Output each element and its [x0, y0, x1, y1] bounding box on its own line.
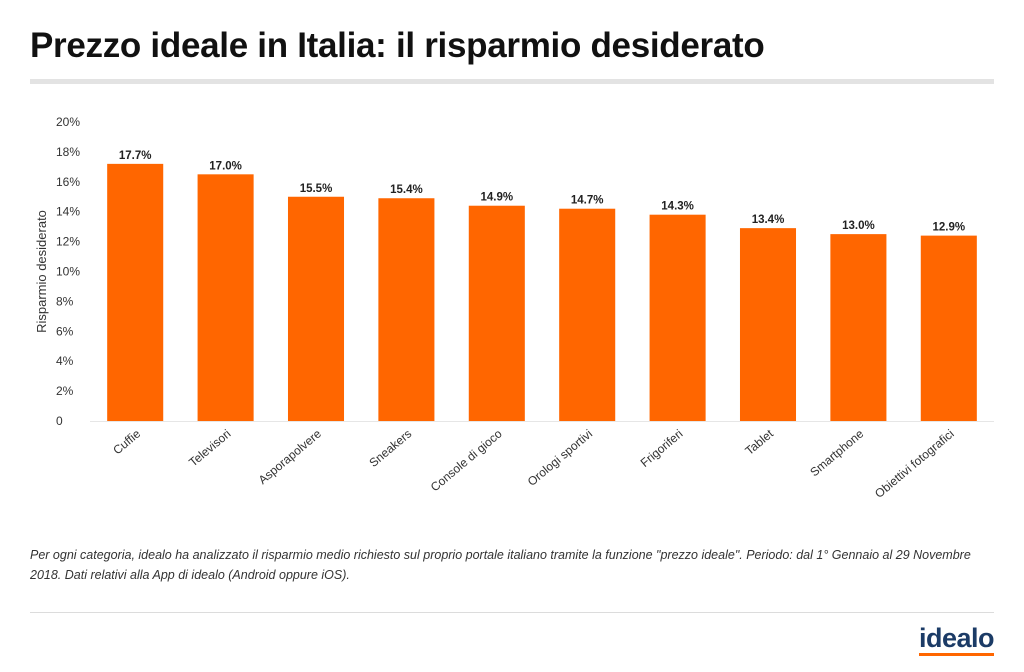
bar-chart: 0 2% 4% 6% 8% 10% 12% 14% 16% 18% 20% Risparmio des…	[34, 115, 994, 501]
x-tick-label: Console di gioco	[428, 426, 505, 494]
logo-underline	[918, 653, 994, 656]
bar	[649, 214, 706, 421]
x-tick-label: Sneakers	[366, 427, 414, 470]
x-tick-label: Televisori	[186, 427, 233, 470]
y-tick-label: 0	[56, 414, 63, 428]
data-label: 17.7%	[119, 150, 152, 162]
bar	[107, 163, 164, 422]
y-tick-label: 6%	[56, 324, 74, 338]
y-tick-label: 8%	[56, 294, 74, 308]
bar	[559, 208, 616, 421]
y-tick-label: 20%	[56, 115, 80, 129]
data-label: 13.0%	[842, 220, 875, 232]
data-label: 14.3%	[661, 201, 694, 213]
data-label: 13.4%	[752, 214, 785, 226]
data-label: 15.4%	[390, 184, 423, 196]
y-tick-label: 4%	[56, 354, 74, 368]
bar	[739, 228, 797, 421]
y-tick-label: 2%	[56, 384, 74, 398]
x-tick-label: Cuffie	[110, 426, 143, 457]
x-tick-label: Smartphone	[807, 426, 866, 479]
y-tick-label: 14%	[56, 205, 80, 219]
x-tick-label: Asporapolvere	[256, 426, 325, 487]
chart-title: Prezzo ideale in Italia: il risparmio de…	[30, 26, 765, 65]
y-tick-label: 16%	[56, 175, 80, 189]
bar	[468, 205, 525, 421]
x-tick-label: Frigoriferi	[638, 427, 686, 470]
data-label: 14.9%	[480, 192, 513, 204]
data-label: 15.5%	[300, 183, 333, 195]
x-tick-label: Obiettivi fotografici	[872, 427, 957, 501]
data-label: 12.9%	[932, 222, 965, 234]
y-axis-label: Risparmio desiderato	[34, 210, 49, 333]
bar	[287, 196, 345, 421]
bar	[920, 235, 977, 421]
y-tick-label: 10%	[56, 265, 80, 279]
data-label: 17.0%	[209, 160, 242, 172]
y-tick-label: 12%	[56, 235, 80, 249]
bar	[197, 174, 254, 421]
idealo-logo: idealo	[918, 623, 995, 656]
footnote: Per ogni categoria, idealo ha analizzato…	[30, 548, 971, 582]
y-tick-label: 18%	[56, 145, 80, 159]
bar	[378, 198, 435, 421]
x-tick-label: Orologi sportivi	[525, 427, 595, 489]
data-label: 14.7%	[571, 195, 604, 207]
title-divider	[30, 79, 994, 84]
bar	[830, 234, 887, 421]
logo-text: idealo	[918, 623, 995, 653]
x-tick-label: Tablet	[742, 426, 776, 458]
footer-divider	[30, 612, 994, 613]
